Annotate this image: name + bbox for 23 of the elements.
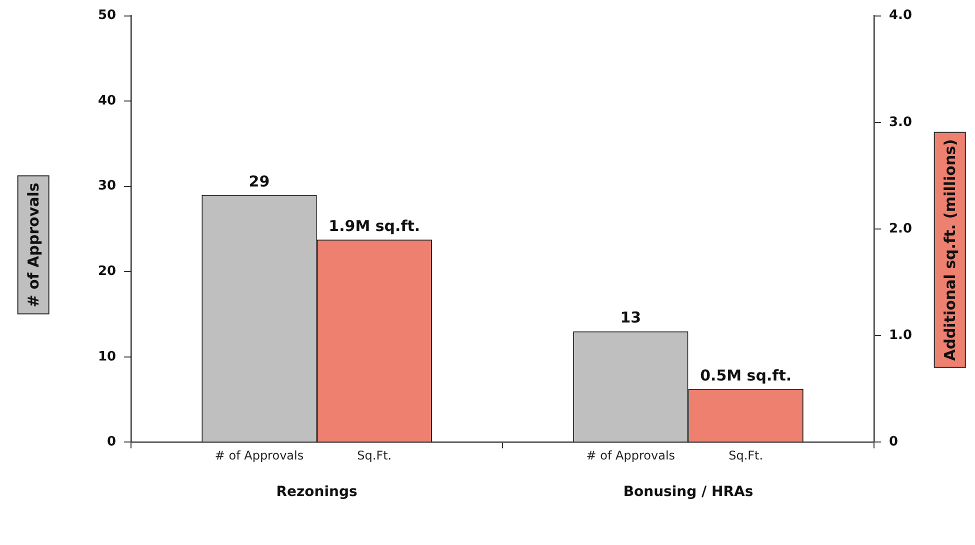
text: Sq.Ft. [728,448,764,462]
y2-tick-label: 2.0 [888,221,912,236]
y-tick-label: 40 [98,93,116,108]
y-tick-label: 10 [98,349,116,364]
series-label: # of Approvals [214,448,304,462]
y2-tick-label: 4.0 [888,8,912,24]
y2-tick-label: 1.0 [888,328,912,343]
x-tick-label: Bonusing / HRAs [623,484,754,500]
x-tick-label: Rezonings [276,484,358,500]
y-tick-label: 50 [98,8,116,24]
y-tick-label: 20 [98,264,116,280]
data-label: 29 [248,172,270,190]
y2-tick-label: 0 [888,434,898,450]
y-tick-label: 30 [98,178,116,194]
y-axis-title: # of Approvals [16,176,49,314]
text: # of Approvals [586,448,676,462]
y2-tick-label: 3.0 [888,114,912,130]
data-label: 1.9M sq.ft. [328,217,420,236]
data-label: 13 [620,308,642,327]
series-label: Sq.Ft. [357,448,392,462]
data-label: 0.5M sq.ft. [700,366,792,384]
y-tick-label: 0 [107,434,116,450]
y2-axis-title: Additional sq.ft. (millions) [934,132,966,368]
